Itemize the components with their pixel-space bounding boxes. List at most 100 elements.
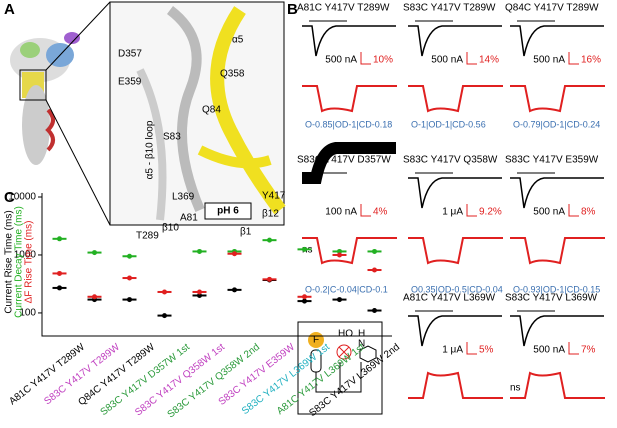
current-trace bbox=[408, 315, 502, 347]
residue-label: Y417 bbox=[262, 191, 286, 202]
trace-title: S83C Y417V T289W bbox=[403, 3, 496, 14]
trace-title: S83C Y417V E359W bbox=[505, 155, 599, 166]
current-trace bbox=[408, 25, 502, 57]
residue-label: S83 bbox=[163, 132, 181, 143]
panel-label: A bbox=[4, 1, 15, 18]
point bbox=[57, 285, 62, 291]
residue-label: T289 bbox=[136, 231, 159, 242]
current-trace bbox=[510, 315, 604, 347]
point bbox=[232, 251, 237, 257]
current-scale: 500 nA bbox=[533, 55, 565, 66]
scale-bar bbox=[568, 204, 579, 217]
zoom-structure bbox=[109, 1, 286, 226]
ns-note: ns bbox=[510, 383, 521, 394]
residue-label: Q358 bbox=[220, 69, 245, 80]
point bbox=[92, 250, 97, 256]
point bbox=[162, 313, 167, 319]
fluor-scale: 10% bbox=[373, 55, 393, 66]
current-trace bbox=[302, 25, 396, 57]
protein-overview bbox=[10, 1, 111, 226]
point bbox=[127, 297, 132, 303]
y-axis-label: ΔF Rise Time (ms) bbox=[24, 221, 35, 304]
point bbox=[92, 294, 97, 300]
fit-params: O-0.93|OD-1|CD-0.15 bbox=[513, 284, 600, 294]
point bbox=[162, 289, 167, 295]
fluor-scale: 9.2% bbox=[479, 207, 502, 218]
residue-label: E359 bbox=[118, 77, 142, 88]
point bbox=[127, 253, 132, 259]
point bbox=[197, 248, 202, 254]
residue-label: β12 bbox=[262, 209, 279, 220]
chart: 100 1000 10000 Current Rise Time (ms) Curren… bbox=[4, 192, 402, 421]
fluor-scale: 7% bbox=[581, 345, 596, 356]
scale-bar bbox=[568, 52, 579, 65]
current-scale: 500 nA bbox=[431, 55, 463, 66]
point bbox=[372, 248, 377, 254]
fluor-trace bbox=[510, 237, 605, 265]
current-scale: 500 nA bbox=[533, 345, 565, 356]
point bbox=[302, 294, 307, 300]
point bbox=[267, 276, 272, 282]
y-tick-label: 100 bbox=[19, 308, 36, 319]
fit-params: O0.35|OD-0.5|CD-0.04 bbox=[411, 284, 503, 294]
point bbox=[267, 237, 272, 243]
current-trace bbox=[302, 142, 396, 184]
fit-params: O-0.2|C-0.04|CD-0.1 bbox=[305, 284, 388, 294]
scale-bar bbox=[360, 204, 371, 217]
residue-label: L369 bbox=[172, 192, 195, 203]
y-tick-label: 10000 bbox=[8, 192, 36, 203]
current-trace bbox=[408, 177, 502, 209]
inset-text: N bbox=[358, 339, 365, 350]
fit-params: O-1|OD-1|CD-0.56 bbox=[411, 119, 486, 129]
point bbox=[302, 246, 307, 252]
trace-title: S83C Y417V D357W bbox=[297, 155, 391, 166]
scale-bar bbox=[466, 52, 477, 65]
trace-title: A81C Y417V T289W bbox=[297, 3, 390, 14]
point bbox=[127, 275, 132, 281]
fluor-scale: 16% bbox=[581, 55, 601, 66]
current-trace bbox=[510, 177, 604, 209]
y-tick-label: 1000 bbox=[14, 250, 37, 261]
fluor-scale: 4% bbox=[373, 207, 388, 218]
inset-text: H bbox=[358, 329, 365, 340]
residue-label: α5 bbox=[232, 35, 244, 46]
point bbox=[57, 236, 62, 242]
fluor-scale: 8% bbox=[581, 207, 596, 218]
fluor-trace bbox=[408, 237, 503, 265]
residue-label: Q84 bbox=[202, 105, 221, 116]
current-scale: 1 μA bbox=[442, 345, 463, 356]
inset-text: HO bbox=[338, 329, 353, 340]
residue-label: α5 - β10 loop bbox=[145, 120, 156, 179]
axis bbox=[41, 193, 392, 337]
y-axis-label: Current Rise Time (ms) bbox=[4, 210, 15, 313]
panel-label: B bbox=[287, 1, 298, 18]
current-trace bbox=[510, 25, 604, 57]
point bbox=[337, 248, 342, 254]
scale-bar bbox=[466, 204, 477, 217]
current-scale: 100 nA bbox=[325, 207, 357, 218]
point bbox=[337, 297, 342, 303]
point bbox=[197, 289, 202, 295]
residue-label: A81 bbox=[180, 213, 198, 224]
title-box bbox=[204, 202, 252, 220]
scale-bar bbox=[466, 342, 477, 355]
fluor-trace bbox=[510, 371, 605, 399]
residue-label: D357 bbox=[118, 49, 142, 60]
residue-label: β1 bbox=[240, 227, 252, 238]
scale-bar bbox=[568, 342, 579, 355]
trace-title: A81C Y417V L369W bbox=[403, 293, 496, 304]
trace-title: Q84C Y417V T289W bbox=[505, 3, 599, 14]
point bbox=[57, 270, 62, 276]
current-scale: 500 nA bbox=[533, 207, 565, 218]
fit-params: O-0.79|OD-1|CD-0.24 bbox=[513, 119, 600, 129]
point bbox=[197, 292, 202, 298]
point bbox=[372, 308, 377, 314]
point bbox=[302, 298, 307, 304]
fluor-trace bbox=[510, 85, 605, 113]
panel-label: C bbox=[4, 189, 15, 206]
inset-text: F bbox=[313, 335, 319, 346]
fluor-trace bbox=[408, 85, 503, 113]
fit-params: O-0.85|OD-1|CD-0.18 bbox=[305, 119, 392, 129]
fluor-trace bbox=[408, 371, 503, 399]
